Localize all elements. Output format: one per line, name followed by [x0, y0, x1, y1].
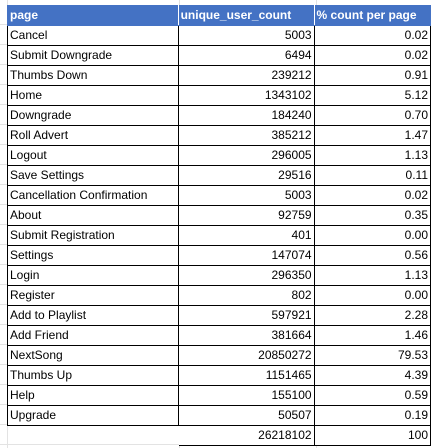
- unique-user-count-cell[interactable]: 1151465: [177, 365, 315, 386]
- table-row: Home 1343102 5.12: [7, 85, 431, 106]
- table-row: About 92759 0.35: [7, 205, 431, 226]
- page-name-cell[interactable]: Home: [7, 85, 179, 106]
- percent-count-cell[interactable]: 0.91: [313, 65, 431, 86]
- table-row: Thumbs Down 239212 0.91: [7, 65, 431, 86]
- unique-user-count-cell[interactable]: 5003: [177, 25, 315, 46]
- percent-count-cell[interactable]: 2.28: [313, 305, 431, 326]
- page-name-cell[interactable]: Thumbs Up: [7, 365, 179, 386]
- page-name-cell[interactable]: Submit Registration: [7, 225, 179, 246]
- table-row: Cancel 5003 0.02: [7, 25, 431, 46]
- percent-count-cell[interactable]: 0.02: [313, 185, 431, 206]
- percent-count-cell[interactable]: 1.13: [313, 265, 431, 286]
- page-name-cell[interactable]: Add Friend: [7, 325, 179, 346]
- page-count-table: page unique_user_count % count per page …: [7, 5, 431, 446]
- header-row: page unique_user_count % count per page: [7, 5, 431, 26]
- page-name-cell[interactable]: Register: [7, 285, 179, 306]
- page-name-cell[interactable]: Login: [7, 265, 179, 286]
- unique-user-count-cell[interactable]: 802: [177, 285, 315, 306]
- unique-user-count-cell[interactable]: 147074: [177, 245, 315, 266]
- table-row: Thumbs Up 1151465 4.39: [7, 365, 431, 386]
- table-row: Roll Advert 385212 1.47: [7, 125, 431, 146]
- percent-count-cell[interactable]: 0.35: [313, 205, 431, 226]
- unique-user-count-cell[interactable]: 401: [177, 225, 315, 246]
- page-name-cell[interactable]: Logout: [7, 145, 179, 166]
- unique-user-count-cell[interactable]: 50507: [177, 405, 315, 426]
- page-name-cell[interactable]: Downgrade: [7, 105, 179, 126]
- header-cell-percent-count[interactable]: % count per page: [313, 5, 431, 26]
- percent-count-cell[interactable]: 4.39: [313, 365, 431, 386]
- percent-count-cell[interactable]: 0.59: [313, 385, 431, 406]
- unique-user-count-cell[interactable]: 184240: [177, 105, 315, 126]
- page-name-cell[interactable]: NextSong: [7, 345, 179, 366]
- page-name-cell[interactable]: Help: [7, 385, 179, 406]
- percent-count-cell[interactable]: 0.11: [313, 165, 431, 186]
- unique-user-count-cell[interactable]: 155100: [177, 385, 315, 406]
- totals-row: 26218102 100: [8, 425, 431, 446]
- table-row: Submit Registration 401 0.00: [7, 225, 431, 246]
- page-name-cell[interactable]: About: [7, 205, 179, 226]
- percent-count-cell[interactable]: 1.46: [313, 325, 431, 346]
- page-name-cell[interactable]: Upgrade: [7, 405, 179, 426]
- table-row: Add Friend 381664 1.46: [7, 325, 431, 346]
- header-cell-unique-user-count[interactable]: unique_user_count: [177, 5, 315, 26]
- unique-user-count-cell[interactable]: 1343102: [177, 85, 315, 106]
- total-count-cell[interactable]: 26218102: [177, 425, 315, 446]
- unique-user-count-cell[interactable]: 385212: [177, 125, 315, 146]
- table-row: Submit Downgrade 6494 0.02: [7, 45, 431, 66]
- unique-user-count-cell[interactable]: 597921: [177, 305, 315, 326]
- percent-count-cell[interactable]: 0.00: [313, 225, 431, 246]
- table-row: Save Settings 29516 0.11: [7, 165, 431, 186]
- table-body: Cancel 5003 0.02 Submit Downgrade 6494 0.02 Th…: [7, 25, 431, 446]
- page-name-cell[interactable]: Thumbs Down: [7, 65, 179, 86]
- page-name-cell[interactable]: Cancellation Confirmation: [7, 185, 179, 206]
- table-row: Upgrade 50507 0.19: [7, 405, 431, 426]
- percent-count-cell[interactable]: 0.02: [313, 25, 431, 46]
- table-row: Add to Playlist 597921 2.28: [7, 305, 431, 326]
- table-row: Cancellation Confirmation 5003 0.02: [7, 185, 431, 206]
- percent-count-cell[interactable]: 0.19: [313, 405, 431, 426]
- unique-user-count-cell[interactable]: 6494: [177, 45, 315, 66]
- table-row: Logout 296005 1.13: [7, 145, 431, 166]
- unique-user-count-cell[interactable]: 296350: [177, 265, 315, 286]
- table-row: Settings 147074 0.56: [7, 245, 431, 266]
- percent-count-cell[interactable]: 1.47: [313, 125, 431, 146]
- unique-user-count-cell[interactable]: 381664: [177, 325, 315, 346]
- page-name-cell[interactable]: Roll Advert: [7, 125, 179, 146]
- unique-user-count-cell[interactable]: 29516: [177, 165, 315, 186]
- page-name-cell[interactable]: Add to Playlist: [7, 305, 179, 326]
- unique-user-count-cell[interactable]: 5003: [177, 185, 315, 206]
- page-name-cell[interactable]: Cancel: [7, 25, 179, 46]
- unique-user-count-cell[interactable]: 92759: [177, 205, 315, 226]
- table-row: Help 155100 0.59: [7, 385, 431, 406]
- percent-count-cell[interactable]: 0.00: [313, 285, 431, 306]
- percent-count-cell[interactable]: 79.53: [313, 345, 431, 366]
- table-row: Register 802 0.00: [7, 285, 431, 306]
- table-row: NextSong 20850272 79.53: [7, 345, 431, 366]
- percent-count-cell[interactable]: 5.12: [313, 85, 431, 106]
- percent-count-cell[interactable]: 1.13: [313, 145, 431, 166]
- page-name-cell[interactable]: Submit Downgrade: [7, 45, 179, 66]
- table-row: Downgrade 184240 0.70: [7, 105, 431, 126]
- page-name-cell[interactable]: Save Settings: [7, 165, 179, 186]
- percent-count-cell[interactable]: 0.02: [313, 45, 431, 66]
- totals-label-cell[interactable]: [8, 426, 179, 446]
- unique-user-count-cell[interactable]: 296005: [177, 145, 315, 166]
- percent-count-cell[interactable]: 0.70: [313, 105, 431, 126]
- total-percent-cell[interactable]: 100: [313, 425, 431, 446]
- table-row: Login 296350 1.13: [7, 265, 431, 286]
- page-name-cell[interactable]: Settings: [7, 245, 179, 266]
- percent-count-cell[interactable]: 0.56: [313, 245, 431, 266]
- unique-user-count-cell[interactable]: 20850272: [177, 345, 315, 366]
- unique-user-count-cell[interactable]: 239212: [177, 65, 315, 86]
- header-cell-page[interactable]: page: [7, 5, 179, 26]
